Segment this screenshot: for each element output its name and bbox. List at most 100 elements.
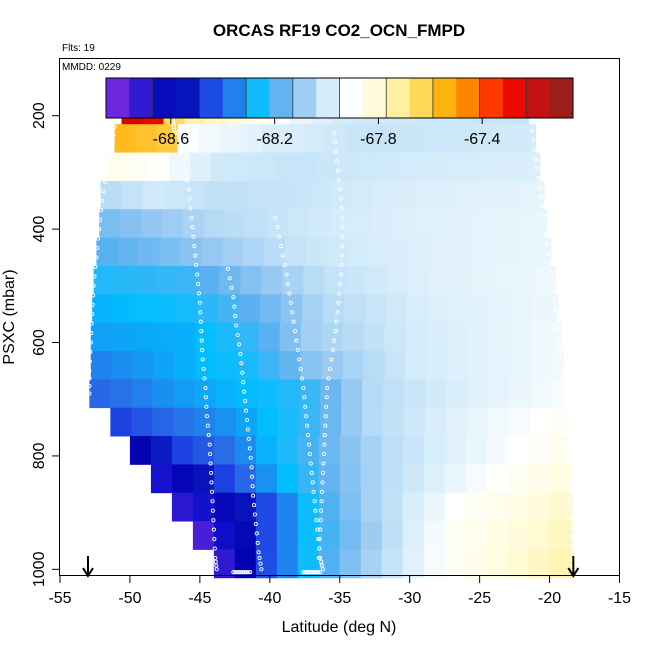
heatmap-cell bbox=[385, 294, 408, 324]
heatmap-cell bbox=[489, 351, 511, 380]
heatmap-cell bbox=[258, 322, 280, 352]
track-point bbox=[553, 308, 558, 313]
colorbar-frame bbox=[105, 77, 574, 119]
track-point bbox=[112, 124, 117, 130]
heatmap-cell bbox=[510, 351, 532, 380]
track-point bbox=[87, 376, 92, 381]
track-point bbox=[235, 570, 240, 575]
track-point bbox=[334, 319, 339, 324]
heatmap-cell bbox=[455, 209, 478, 239]
x-tick-label: -50 bbox=[118, 590, 141, 607]
plot-area: MMDD: 0229 -68.6 -68.2 -67.8 -67.4 bbox=[59, 58, 620, 579]
heatmap-cell bbox=[446, 379, 468, 409]
track-point bbox=[206, 433, 211, 438]
track-point bbox=[101, 189, 106, 194]
track-point bbox=[319, 489, 325, 494]
heatmap-cell bbox=[423, 521, 446, 550]
heatmap-cell bbox=[177, 265, 199, 295]
track-point bbox=[89, 321, 94, 326]
track-point bbox=[335, 310, 340, 315]
track-point bbox=[98, 217, 103, 222]
heatmap-cell bbox=[232, 152, 254, 182]
heatmap-cell bbox=[215, 379, 237, 409]
track-point bbox=[225, 266, 230, 271]
heatmap-cell bbox=[532, 294, 555, 324]
heatmap-cell bbox=[444, 436, 467, 465]
heatmap-cell bbox=[570, 549, 574, 579]
heatmap-cell bbox=[321, 351, 343, 380]
heatmap-cell bbox=[427, 294, 450, 324]
track-point bbox=[186, 187, 191, 192]
track-point bbox=[107, 151, 112, 156]
heatmap-cell bbox=[318, 521, 341, 550]
track-point bbox=[179, 149, 184, 154]
heatmap-cell bbox=[173, 407, 195, 437]
heatmap-cell bbox=[474, 237, 496, 267]
heatmap-cell bbox=[549, 492, 571, 522]
heatmap-cell bbox=[90, 322, 113, 352]
track-point bbox=[253, 521, 258, 527]
heatmap-cell bbox=[310, 180, 332, 210]
heatmap-cell bbox=[120, 209, 142, 239]
track-point bbox=[324, 395, 329, 400]
track-point bbox=[229, 285, 234, 290]
heatmap-cell bbox=[552, 322, 562, 352]
track-point bbox=[323, 423, 328, 428]
track-point bbox=[291, 319, 296, 324]
colorbar-swatch bbox=[456, 78, 481, 118]
track-point bbox=[258, 561, 263, 566]
chart-title: ORCAS RF19 CO2_OCN_FMPD bbox=[213, 21, 465, 40]
track-point bbox=[87, 383, 92, 389]
heatmap-cell bbox=[225, 209, 247, 239]
track-point bbox=[327, 366, 333, 372]
track-point bbox=[550, 279, 555, 285]
track-point bbox=[314, 518, 319, 523]
track-point bbox=[233, 314, 238, 319]
heatmap-cell bbox=[219, 124, 241, 153]
heatmap-cell bbox=[536, 237, 552, 267]
track-point bbox=[544, 242, 549, 247]
heatmap-cell bbox=[511, 294, 534, 324]
track-point bbox=[292, 329, 298, 334]
heatmap-cell bbox=[129, 436, 152, 465]
track-point bbox=[316, 555, 321, 561]
track-point bbox=[307, 451, 312, 457]
track-point bbox=[195, 272, 200, 277]
heatmap-cell bbox=[324, 124, 346, 153]
track-point bbox=[319, 508, 324, 513]
heatmap-cell bbox=[246, 209, 268, 239]
heatmap-cell bbox=[320, 407, 342, 437]
heatmap-cell bbox=[507, 492, 529, 522]
heatmap-cell bbox=[413, 209, 436, 239]
heatmap-cell bbox=[447, 322, 469, 352]
track-point bbox=[231, 295, 236, 300]
heatmap-cell bbox=[336, 152, 359, 182]
heatmap-cell bbox=[327, 237, 349, 267]
heatmap-cell bbox=[135, 265, 157, 295]
colorbar-swatch bbox=[526, 78, 551, 118]
track-point bbox=[325, 385, 330, 390]
track-point bbox=[310, 570, 315, 575]
heatmap-cell bbox=[195, 322, 218, 352]
heatmap-cell bbox=[357, 152, 380, 182]
heatmap-cell bbox=[90, 351, 113, 380]
heatmap-cell bbox=[510, 322, 532, 352]
track-point bbox=[548, 270, 554, 275]
track-point bbox=[198, 310, 203, 315]
heatmap-cell bbox=[276, 436, 299, 465]
track-point bbox=[329, 357, 334, 362]
track-point bbox=[566, 468, 571, 474]
track-point bbox=[88, 349, 93, 355]
track-point bbox=[239, 361, 244, 366]
heatmap-cell bbox=[467, 407, 489, 437]
track-point bbox=[294, 338, 299, 343]
track-point bbox=[534, 166, 540, 171]
heatmap-cell bbox=[239, 294, 261, 324]
track-point bbox=[567, 487, 572, 492]
heatmap-cell bbox=[381, 436, 404, 465]
heatmap-cell bbox=[352, 180, 374, 210]
track-point bbox=[543, 232, 548, 237]
track-point bbox=[339, 262, 344, 268]
track-point bbox=[318, 518, 323, 523]
track-point bbox=[551, 289, 556, 294]
